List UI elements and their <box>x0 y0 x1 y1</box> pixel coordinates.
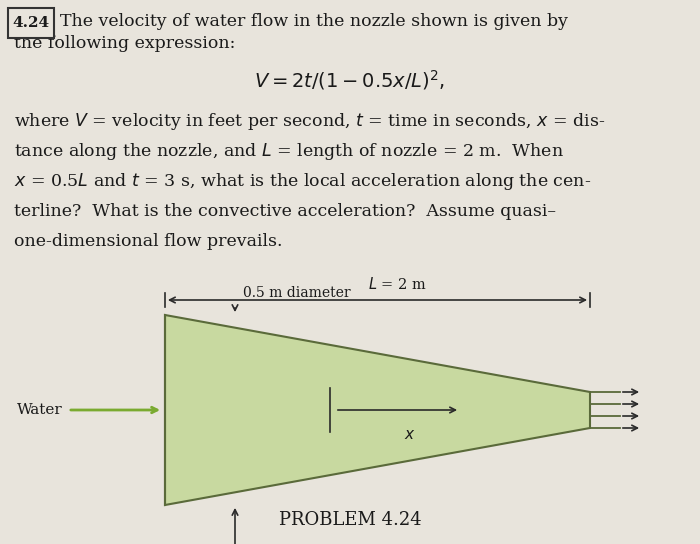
Text: one-dimensional flow prevails.: one-dimensional flow prevails. <box>14 233 283 250</box>
Text: 4.24: 4.24 <box>13 16 50 30</box>
Text: $L$ = 2 m: $L$ = 2 m <box>368 276 427 292</box>
Text: $x$: $x$ <box>404 428 416 442</box>
Text: 0.5 m diameter: 0.5 m diameter <box>243 286 351 300</box>
Text: The velocity of water flow in the nozzle shown is given by: The velocity of water flow in the nozzle… <box>60 14 568 30</box>
Polygon shape <box>165 315 590 505</box>
Text: the following expression:: the following expression: <box>14 35 235 53</box>
Text: terline?  What is the convective acceleration?  Assume quasi–: terline? What is the convective accelera… <box>14 203 556 220</box>
Text: $x$ = 0.5$L$ and $t$ = 3 s, what is the local acceleration along the cen-: $x$ = 0.5$L$ and $t$ = 3 s, what is the … <box>14 171 592 193</box>
Text: $V = 2t/(1 - 0.5x/L)^2,$: $V = 2t/(1 - 0.5x/L)^2,$ <box>254 68 446 92</box>
Text: PROBLEM 4.24: PROBLEM 4.24 <box>279 511 421 529</box>
Text: Water: Water <box>18 403 63 417</box>
Text: where $V$ = velocity in feet per second, $t$ = time in seconds, $x$ = dis-: where $V$ = velocity in feet per second,… <box>14 112 606 133</box>
Bar <box>8 8 54 38</box>
Text: tance along the nozzle, and $L$ = length of nozzle = 2 m.  When: tance along the nozzle, and $L$ = length… <box>14 141 564 163</box>
